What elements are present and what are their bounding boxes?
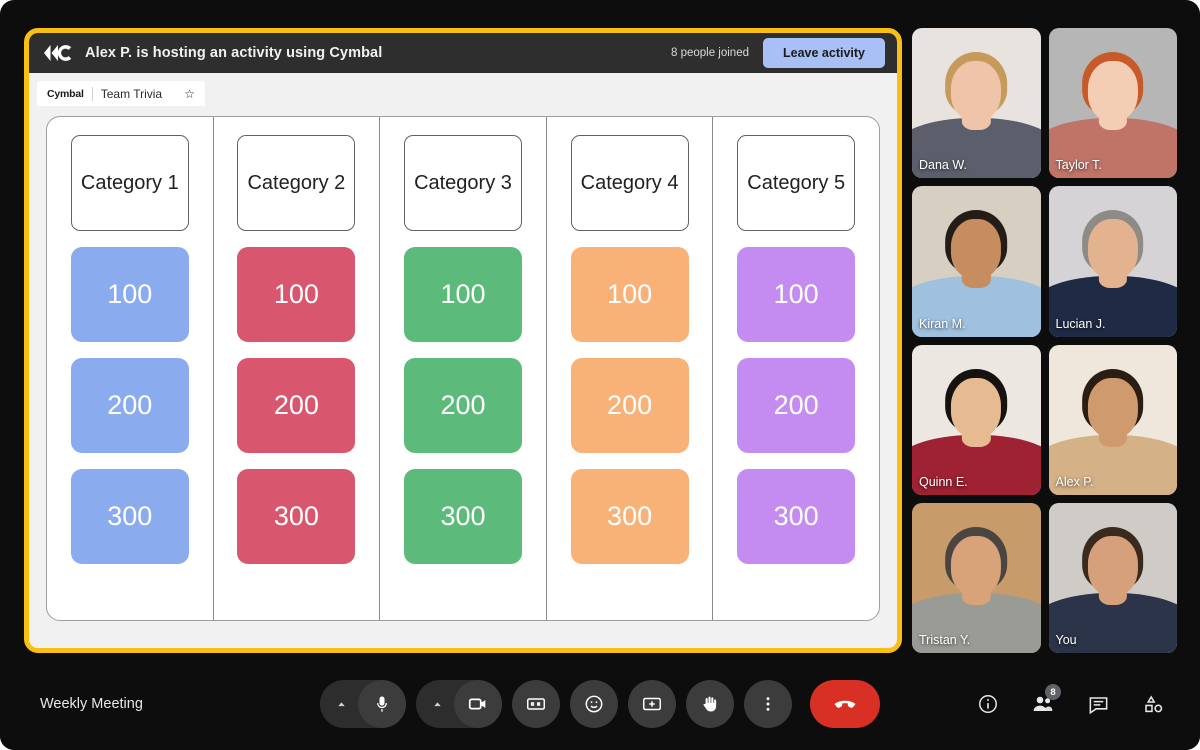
participant-grid: Dana W. Taylor T. Kiran M. Lucian J. Quinn E… bbox=[912, 28, 1177, 653]
end-call-button[interactable] bbox=[810, 680, 880, 728]
participant-video bbox=[912, 502, 1041, 653]
tab-brand-label: Cymbal bbox=[47, 87, 84, 100]
activity-header-title: Alex P. is hosting an activity using Cym… bbox=[85, 45, 383, 61]
activity-stage: Alex P. is hosting an activity using Cym… bbox=[24, 28, 902, 653]
point-tile[interactable]: 200 bbox=[737, 358, 856, 453]
chat-button[interactable] bbox=[1079, 685, 1117, 723]
cymbal-logo-icon bbox=[43, 44, 73, 62]
participant-video bbox=[1048, 502, 1177, 653]
category-card[interactable]: Category 5 bbox=[737, 135, 856, 231]
reactions-button[interactable] bbox=[570, 680, 618, 728]
participant-tile[interactable]: Dana W. bbox=[912, 28, 1041, 179]
participant-video bbox=[1048, 186, 1177, 337]
meeting-name-label: Weekly Meeting bbox=[40, 696, 143, 712]
meeting-right-controls: 8 bbox=[969, 684, 1172, 723]
board-column: Category 1 100 200 300 bbox=[47, 117, 214, 620]
participant-name-label: Alex P. bbox=[1055, 474, 1094, 489]
participant-tile[interactable]: Alex P. bbox=[1048, 344, 1177, 495]
board-column: Category 2 100 200 300 bbox=[214, 117, 381, 620]
people-button[interactable]: 8 bbox=[1024, 684, 1062, 723]
meeting-controls bbox=[320, 680, 880, 728]
participant-name-label: Quinn E. bbox=[919, 474, 968, 489]
activity-topbar-right: 8 people joined Leave activity bbox=[671, 38, 885, 68]
participant-name-label: Tristan Y. bbox=[919, 633, 971, 647]
participant-video bbox=[912, 344, 1041, 495]
microphone-button[interactable] bbox=[358, 680, 406, 728]
point-tile[interactable]: 200 bbox=[403, 358, 522, 453]
camera-control-group bbox=[416, 680, 502, 728]
leave-activity-button[interactable]: Leave activity bbox=[763, 38, 885, 68]
participant-video bbox=[1048, 28, 1177, 179]
tab-title-label: Team Trivia bbox=[100, 86, 163, 101]
point-tile[interactable]: 200 bbox=[237, 358, 356, 453]
point-tile[interactable]: 200 bbox=[70, 358, 189, 453]
participant-tile[interactable]: Lucian J. bbox=[1048, 186, 1177, 337]
point-tile[interactable]: 100 bbox=[570, 247, 689, 342]
participant-tile[interactable]: Tristan Y. bbox=[912, 502, 1041, 653]
participant-tile[interactable]: Taylor T. bbox=[1048, 28, 1177, 179]
category-card[interactable]: Category 1 bbox=[70, 135, 189, 231]
raise-hand-button[interactable] bbox=[686, 680, 734, 728]
point-tile[interactable]: 100 bbox=[403, 247, 522, 342]
participant-name-label: Kiran M. bbox=[919, 316, 966, 331]
category-card[interactable]: Category 2 bbox=[237, 135, 356, 231]
microphone-control-group bbox=[320, 680, 406, 728]
meeting-details-button[interactable] bbox=[969, 685, 1007, 723]
people-joined-label: 8 people joined bbox=[670, 47, 749, 59]
point-tile[interactable]: 200 bbox=[570, 358, 689, 453]
participant-tile[interactable]: Quinn E. bbox=[912, 344, 1041, 495]
tab-divider bbox=[91, 86, 93, 101]
participant-video bbox=[1048, 344, 1177, 495]
point-tile[interactable]: 300 bbox=[70, 469, 189, 564]
participant-name-label: Dana W. bbox=[919, 158, 967, 173]
captions-button[interactable] bbox=[512, 680, 560, 728]
activity-tab-strip: Cymbal Team Trivia ☆ bbox=[29, 73, 897, 106]
participant-video bbox=[912, 186, 1041, 337]
more-options-button[interactable] bbox=[744, 680, 792, 728]
point-tile[interactable]: 100 bbox=[737, 247, 856, 342]
meeting-bottom-bar: Weekly Meeting bbox=[0, 658, 1200, 750]
participant-name-label: Taylor T. bbox=[1055, 158, 1102, 173]
trivia-board: Category 1 100 200 300 Category 2 100 20… bbox=[46, 116, 880, 621]
board-column: Category 3 100 200 300 bbox=[380, 117, 547, 620]
activities-button[interactable] bbox=[1134, 685, 1172, 723]
category-card[interactable]: Category 4 bbox=[570, 135, 689, 231]
participant-tile[interactable]: Kiran M. bbox=[912, 186, 1041, 337]
participant-name-label: You bbox=[1055, 633, 1077, 647]
chevron-up-icon[interactable] bbox=[324, 680, 358, 728]
board-column: Category 5 100 200 300 bbox=[713, 117, 879, 620]
participant-name-label: Lucian J. bbox=[1055, 316, 1106, 331]
board-column: Category 4 100 200 300 bbox=[547, 117, 714, 620]
star-icon[interactable]: ☆ bbox=[184, 86, 195, 101]
point-tile[interactable]: 100 bbox=[237, 247, 356, 342]
participant-tile[interactable]: You bbox=[1048, 502, 1177, 653]
activity-tab[interactable]: Cymbal Team Trivia ☆ bbox=[37, 81, 205, 106]
category-card[interactable]: Category 3 bbox=[403, 135, 522, 231]
camera-button[interactable] bbox=[454, 680, 502, 728]
chevron-up-icon[interactable] bbox=[420, 680, 454, 728]
participant-video bbox=[912, 28, 1041, 179]
point-tile[interactable]: 300 bbox=[403, 469, 522, 564]
point-tile[interactable]: 300 bbox=[570, 469, 689, 564]
point-tile[interactable]: 100 bbox=[70, 247, 189, 342]
point-tile[interactable]: 300 bbox=[737, 469, 856, 564]
point-tile[interactable]: 300 bbox=[237, 469, 356, 564]
activity-topbar: Alex P. is hosting an activity using Cym… bbox=[29, 33, 897, 73]
trivia-board-wrapper: Category 1 100 200 300 Category 2 100 20… bbox=[29, 106, 897, 648]
present-button[interactable] bbox=[628, 680, 676, 728]
people-count-badge: 8 bbox=[1045, 684, 1061, 700]
